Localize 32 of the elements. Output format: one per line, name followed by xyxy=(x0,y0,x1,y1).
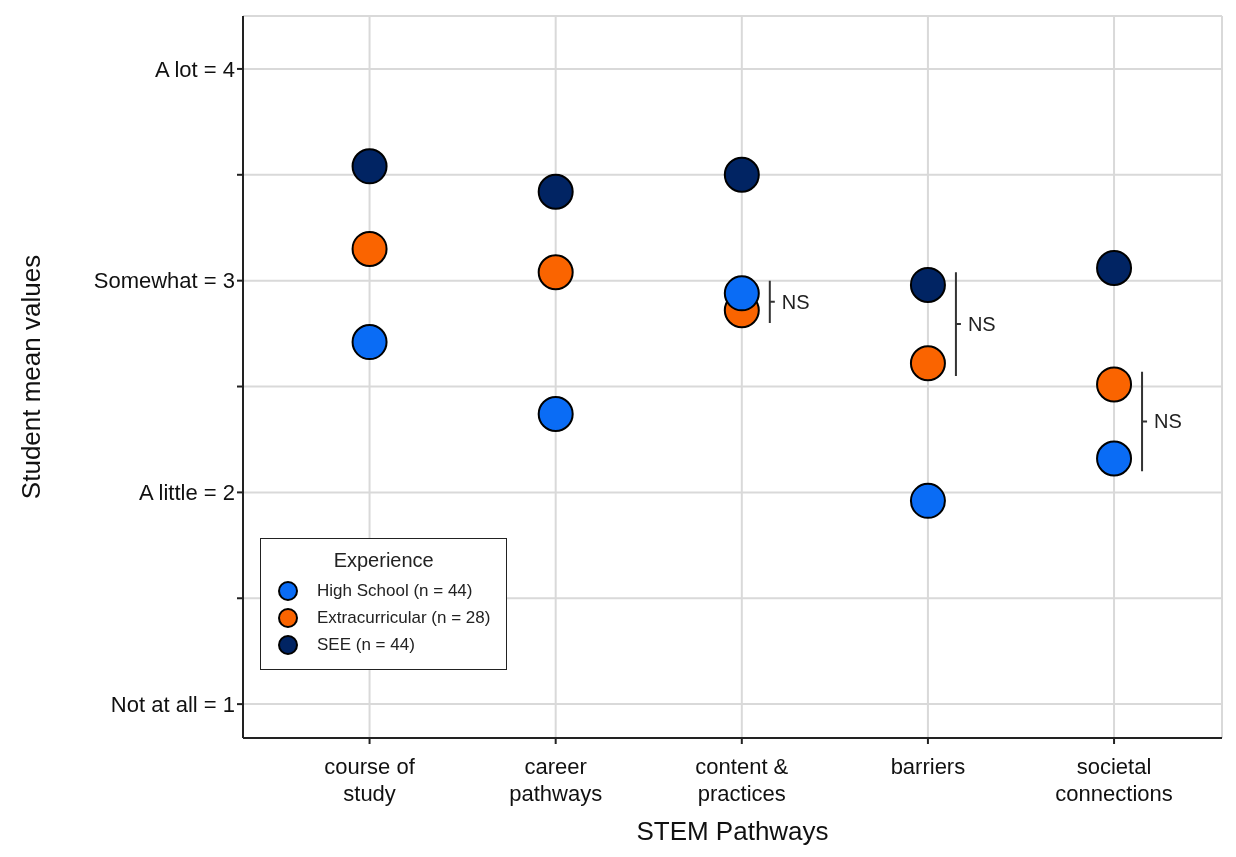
point xyxy=(1096,366,1133,403)
point xyxy=(351,148,388,185)
point xyxy=(723,156,760,193)
legend-label: SEE (n = 44) xyxy=(317,635,415,655)
annotation: NS xyxy=(781,290,810,313)
point xyxy=(909,345,946,382)
legend-label: High School (n = 44) xyxy=(317,581,473,601)
x-tick-label: course of study xyxy=(324,754,416,806)
annotation: NS xyxy=(1154,410,1182,433)
legend-label: Extracurricular (n = 28) xyxy=(317,608,491,628)
y-tick-label: Somewhat = 3 xyxy=(93,268,235,294)
x-axis-title: STEM Pathways xyxy=(636,816,829,846)
point xyxy=(537,173,574,210)
x-tick-label: societal connections xyxy=(1055,754,1173,806)
x-tick-label: content & practices xyxy=(695,754,789,806)
x-tick-label: career pathways xyxy=(509,754,603,806)
point xyxy=(351,324,388,361)
point xyxy=(351,230,388,267)
x-tick-label: barriers xyxy=(890,754,966,779)
point xyxy=(1096,440,1133,477)
point xyxy=(537,254,574,291)
point xyxy=(909,482,946,519)
point xyxy=(909,266,946,303)
y-tick-label: A little = 2 xyxy=(138,480,235,506)
point xyxy=(537,396,574,433)
point xyxy=(723,275,760,312)
y-tick-label: A lot = 4 xyxy=(154,56,235,82)
y-axis-title: Student mean values xyxy=(15,254,46,500)
annotation: NS xyxy=(967,313,996,336)
point xyxy=(1096,249,1133,286)
legend-title: Experience xyxy=(332,549,435,572)
y-tick-label: Not at all = 1 xyxy=(110,691,235,717)
